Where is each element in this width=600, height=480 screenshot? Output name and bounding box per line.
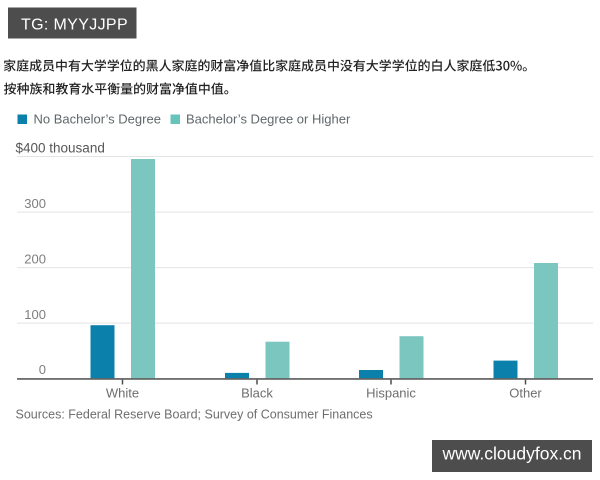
svg-text:Black: Black xyxy=(241,386,273,401)
svg-text:www.cloudyfox.cn: www.cloudyfox.cn xyxy=(441,444,581,464)
svg-text:$400 thousand: $400 thousand xyxy=(16,140,105,155)
svg-text:100: 100 xyxy=(24,307,46,322)
svg-text:Other: Other xyxy=(509,386,542,401)
svg-text:0: 0 xyxy=(39,362,46,377)
svg-text:Sources: Federal Reserve Board: Sources: Federal Reserve Board; Survey o… xyxy=(16,408,373,422)
svg-text:200: 200 xyxy=(24,251,46,266)
svg-text:Bachelor’s Degree or Higher: Bachelor’s Degree or Higher xyxy=(186,112,351,127)
svg-text:TG: MYYJJPP: TG: MYYJJPP xyxy=(21,16,128,33)
svg-text:No Bachelor’s Degree: No Bachelor’s Degree xyxy=(34,112,161,127)
svg-text:300: 300 xyxy=(24,196,46,211)
svg-text:White: White xyxy=(106,386,139,401)
svg-text:Hispanic: Hispanic xyxy=(366,386,416,401)
